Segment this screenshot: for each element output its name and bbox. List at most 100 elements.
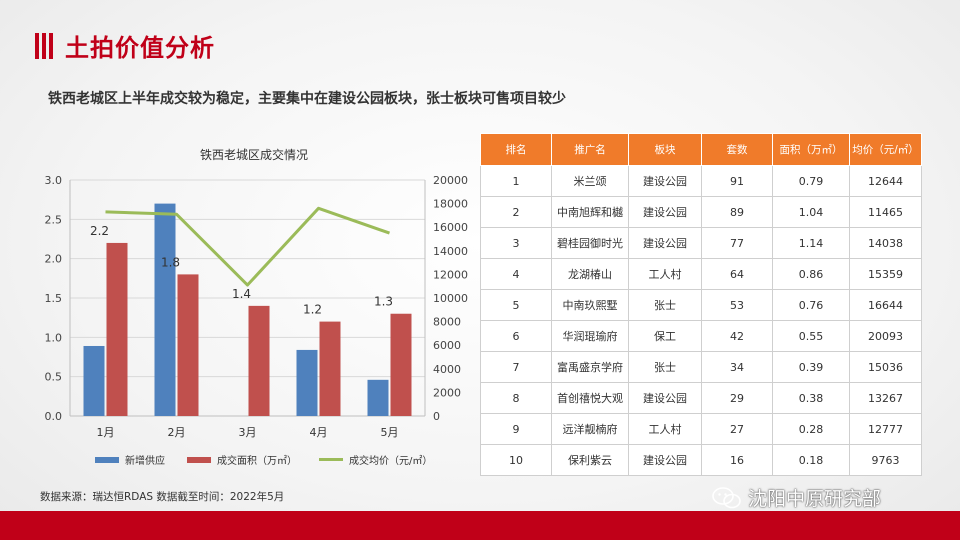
- cell-name: 米兰颂: [551, 165, 629, 197]
- chart-legend: 新增供应 成交面积（万㎡） 成交均价（元/㎡）: [95, 452, 432, 467]
- cell-area: 0.28: [772, 413, 850, 445]
- cell-rank: 5: [480, 289, 552, 321]
- cell-rank: 6: [480, 320, 552, 352]
- legend-label-supply: 新增供应: [125, 456, 165, 467]
- table-row: 6 华润琨瑜府 保工 42 0.55 20093: [480, 320, 922, 352]
- table-row: 8 首创禧悦大观 建设公园 29 0.38 13267: [480, 382, 922, 414]
- y-tick-right: 16000: [433, 221, 468, 234]
- y-tick-right: 18000: [433, 198, 468, 211]
- cell-units: 91: [701, 165, 773, 197]
- bar-area: [106, 242, 128, 416]
- cell-area: 0.55: [772, 320, 850, 352]
- bar-supply: [367, 379, 389, 416]
- bar-supply: [83, 345, 105, 416]
- y-tick-right: 12000: [433, 268, 468, 281]
- y-tick-right: 8000: [433, 316, 461, 329]
- y-tick-right: 10000: [433, 292, 468, 305]
- y-tick-left: 3.0: [45, 174, 63, 187]
- bar-area: [248, 305, 270, 416]
- cell-units: 34: [701, 351, 773, 383]
- legend-item-area: 成交面积（万㎡）: [187, 452, 297, 467]
- y-tick-right: 6000: [433, 339, 461, 352]
- cell-district: 张士: [628, 289, 702, 321]
- slide-header: 土拍价值分析: [35, 28, 215, 63]
- table-row: 4 龙湖椿山 工人村 64 0.86 15359: [480, 258, 922, 290]
- x-tick: 4月: [310, 426, 328, 439]
- chart-title: 铁西老城区成交情况: [200, 148, 309, 162]
- table-row: 1 米兰颂 建设公园 91 0.79 12644: [480, 165, 922, 197]
- cell-name: 中南玖熙墅: [551, 289, 629, 321]
- legend-swatch-price: [319, 458, 343, 461]
- cell-price: 14038: [849, 227, 922, 259]
- legend-item-supply: 新增供应: [95, 452, 165, 467]
- bars-icon: [35, 32, 53, 59]
- table-row: 5 中南玖熙墅 张士 53 0.76 16644: [480, 289, 922, 321]
- cell-price: 16644: [849, 289, 922, 321]
- cell-district: 建设公园: [628, 227, 702, 259]
- cell-units: 16: [701, 444, 773, 476]
- cell-name: 富禹盛京学府: [551, 351, 629, 383]
- cell-price: 12644: [849, 165, 922, 197]
- cell-district: 建设公园: [628, 165, 702, 197]
- cell-units: 29: [701, 382, 773, 414]
- x-tick: 5月: [381, 426, 399, 439]
- y-tick-left: 1.0: [45, 331, 63, 344]
- table-row: 9 远洋靓楠府 工人村 27 0.28 12777: [480, 413, 922, 445]
- footer-band: [0, 511, 960, 540]
- cell-rank: 9: [480, 413, 552, 445]
- col-header-name: 推广名: [551, 133, 629, 166]
- y-tick-left: 1.5: [45, 292, 63, 305]
- col-header-area: 面积（万㎡）: [772, 133, 850, 166]
- cell-price: 15359: [849, 258, 922, 290]
- cell-rank: 2: [480, 196, 552, 228]
- bar-supply: [296, 349, 318, 416]
- watermark: 沈阳中原研究部: [712, 484, 881, 511]
- y-tick-left: 0.0: [45, 410, 63, 423]
- cell-rank: 4: [480, 258, 552, 290]
- cell-area: 0.86: [772, 258, 850, 290]
- page-subtitle: 铁西老城区上半年成交较为稳定，主要集中在建设公园板块，张士板块可售项目较少: [48, 91, 566, 107]
- bar-area: [319, 321, 341, 416]
- cell-district: 保工: [628, 320, 702, 352]
- cell-name: 碧桂园御时光: [551, 227, 629, 259]
- cell-price: 9763: [849, 444, 922, 476]
- col-header-district: 板块: [628, 133, 702, 166]
- cell-units: 77: [701, 227, 773, 259]
- x-tick: 3月: [239, 426, 257, 439]
- cell-area: 0.18: [772, 444, 850, 476]
- cell-name: 华润琨瑜府: [551, 320, 629, 352]
- cell-name: 保利紫云: [551, 444, 629, 476]
- data-label-area: 1.4: [232, 287, 251, 301]
- y-tick-right: 14000: [433, 245, 468, 258]
- cell-name: 远洋靓楠府: [551, 413, 629, 445]
- cell-rank: 3: [480, 227, 552, 259]
- cell-price: 15036: [849, 351, 922, 383]
- legend-item-price: 成交均价（元/㎡）: [319, 452, 432, 467]
- deal-chart: 0.0 0.5 1.0 1.5 2.0 2.5 3.0 0 2000 4000 6000 8000 10…: [45, 174, 469, 439]
- y-tick-right: 20000: [433, 174, 468, 187]
- cell-price: 12777: [849, 413, 922, 445]
- cell-rank: 7: [480, 351, 552, 383]
- bar-supply: [154, 203, 176, 416]
- cell-units: 27: [701, 413, 773, 445]
- x-tick: 2月: [168, 426, 186, 439]
- cell-units: 53: [701, 289, 773, 321]
- y-tick-left: 2.5: [45, 213, 63, 226]
- table-row: 3 碧桂园御时光 建设公园 77 1.14 14038: [480, 227, 922, 259]
- cell-district: 张士: [628, 351, 702, 383]
- cell-units: 64: [701, 258, 773, 290]
- cell-name: 中南旭辉和樾: [551, 196, 629, 228]
- cell-price: 20093: [849, 320, 922, 352]
- table-row: 2 中南旭辉和樾 建设公园 89 1.04 11465: [480, 196, 922, 228]
- cell-district: 工人村: [628, 258, 702, 290]
- cell-district: 工人村: [628, 413, 702, 445]
- cell-units: 42: [701, 320, 773, 352]
- col-header-price: 均价（元/㎡）: [849, 133, 922, 166]
- cell-district: 建设公园: [628, 382, 702, 414]
- cell-rank: 10: [480, 444, 552, 476]
- cell-area: 0.79: [772, 165, 850, 197]
- cell-name: 首创禧悦大观: [551, 382, 629, 414]
- cell-area: 0.39: [772, 351, 850, 383]
- table-row: 7 富禹盛京学府 张士 34 0.39 15036: [480, 351, 922, 383]
- legend-swatch-area: [187, 456, 211, 463]
